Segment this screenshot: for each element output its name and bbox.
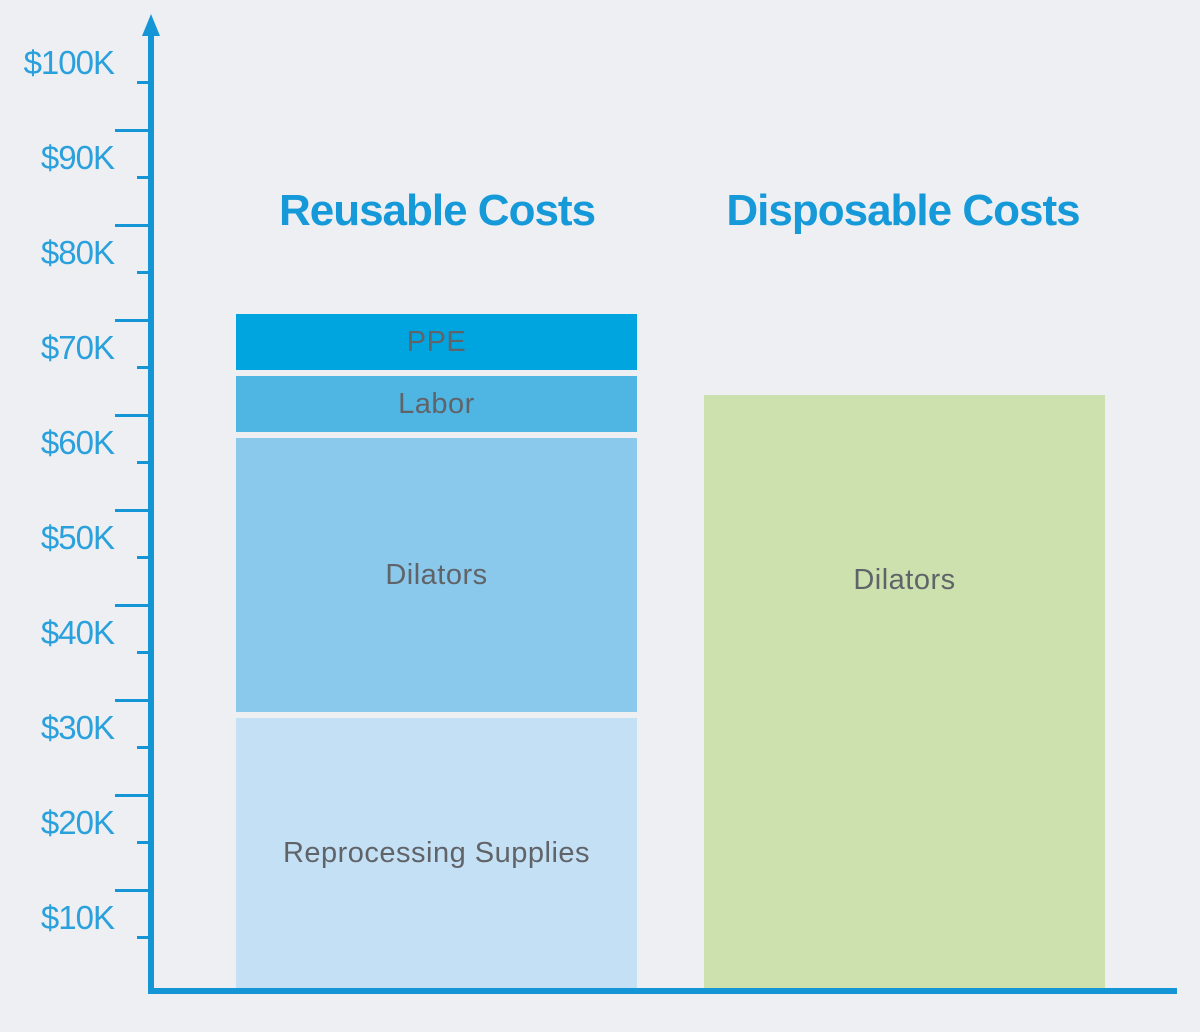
y-axis-tick-label: $30K — [40, 709, 115, 746]
y-axis-tick — [137, 271, 151, 274]
bar-segment-reprocessing-supplies: Reprocessing Supplies — [236, 717, 637, 988]
y-axis-tick-label: $90K — [40, 139, 115, 176]
bar-segment-dilators: Dilators — [236, 437, 637, 712]
y-axis-tick — [137, 936, 151, 939]
bar-segment-dilators — [704, 394, 1105, 988]
y-axis-minor-tick — [115, 413, 151, 417]
y-axis-tick — [137, 176, 151, 179]
bar-segment-label: Reprocessing Supplies — [282, 836, 591, 869]
y-axis-tick-label: $50K — [40, 519, 115, 556]
x-axis — [148, 988, 1177, 994]
y-axis-minor-tick — [115, 888, 151, 892]
y-axis-minor-tick — [115, 793, 151, 797]
y-axis-tick-label: $100K — [23, 44, 115, 81]
chart-title-reusable: Reusable Costs — [278, 186, 596, 235]
y-axis-minor-tick — [115, 318, 151, 322]
bar-segment-label: Dilators — [853, 564, 956, 596]
y-axis-tick-label: $10K — [40, 899, 115, 936]
bar-segment-label: Labor — [398, 387, 475, 420]
chart-title-disposable: Disposable Costs — [726, 186, 1080, 235]
y-axis-tick — [137, 461, 151, 464]
y-axis-tick — [137, 556, 151, 559]
y-axis-tick-label: $80K — [40, 234, 115, 271]
y-axis-minor-tick — [115, 508, 151, 512]
bar-segment-ppe: PPE — [236, 314, 637, 370]
y-axis-minor-tick — [115, 603, 151, 607]
y-axis-tick-label: $70K — [40, 329, 115, 366]
y-axis-minor-tick — [115, 698, 151, 702]
y-axis-tick — [137, 841, 151, 844]
y-axis — [148, 32, 154, 993]
y-axis-arrow-icon — [142, 14, 160, 36]
bar-segment-labor: Labor — [236, 375, 637, 432]
bar-segment-label: Dilators — [385, 558, 488, 591]
y-axis-tick — [137, 81, 151, 84]
y-axis-tick — [137, 651, 151, 654]
y-axis-tick — [137, 746, 151, 749]
y-axis-tick-label: $40K — [40, 614, 115, 651]
y-axis-minor-tick — [115, 223, 151, 227]
y-axis-minor-tick — [115, 128, 151, 132]
y-axis-tick-label: $20K — [40, 804, 115, 841]
y-axis-tick — [137, 366, 151, 369]
y-axis-tick-label: $60K — [40, 424, 115, 461]
bar-segment-label: PPE — [406, 325, 467, 358]
